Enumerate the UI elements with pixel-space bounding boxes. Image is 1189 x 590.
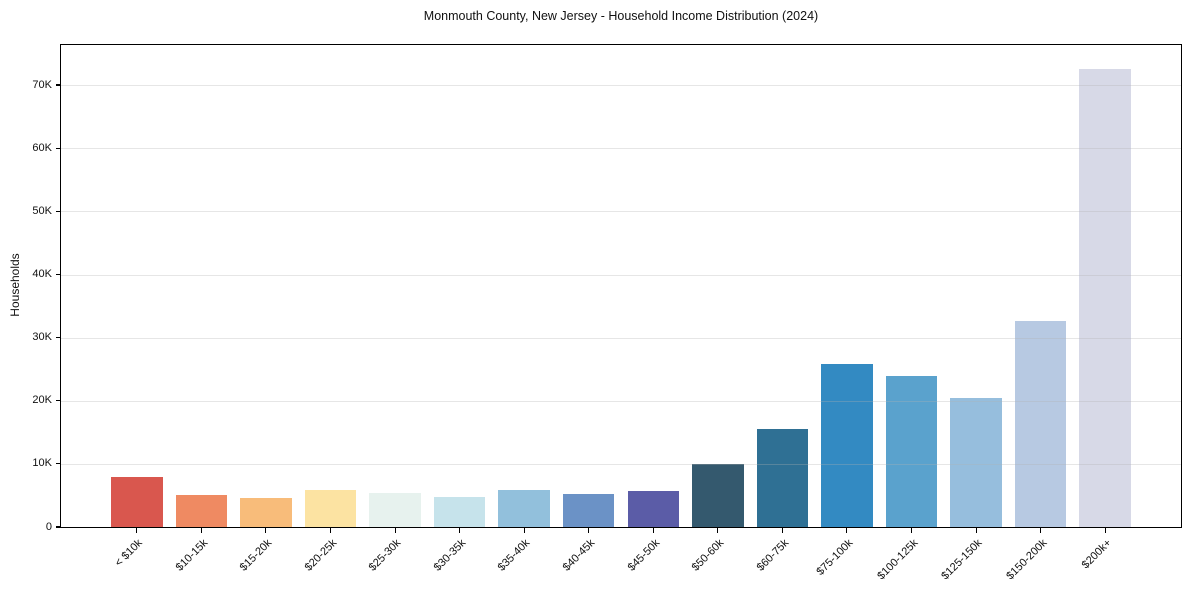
x-tick-mark bbox=[717, 528, 719, 533]
bar bbox=[175, 494, 228, 527]
bar bbox=[1014, 320, 1067, 527]
plot-area bbox=[60, 44, 1182, 528]
x-tick-label-text: $15-20k bbox=[237, 537, 275, 574]
x-tick-mark bbox=[910, 528, 913, 533]
x-tick-mark bbox=[1104, 528, 1106, 533]
x-tick-mark bbox=[329, 528, 332, 533]
bar bbox=[950, 398, 1002, 527]
x-tick-mark bbox=[523, 528, 525, 533]
x-tick-label-text: $40-45k bbox=[560, 537, 598, 574]
x-tick-label-text: $200k+ bbox=[1079, 537, 1114, 572]
y-tick-label: 60K bbox=[32, 141, 52, 154]
x-tick-label-text: $45-50k bbox=[625, 537, 662, 574]
y-tick-mark bbox=[56, 526, 60, 528]
y-tick-mark bbox=[56, 400, 60, 402]
y-axis-label: Households bbox=[8, 253, 22, 317]
bar bbox=[111, 476, 163, 527]
y-tick-label: 70K bbox=[32, 78, 52, 91]
x-tick-label-text: $100-125k bbox=[874, 537, 920, 583]
x-tick-mark bbox=[846, 528, 848, 533]
bar bbox=[692, 463, 744, 527]
x-tick-mark bbox=[652, 528, 654, 533]
x-tick-label-text: $30-35k bbox=[431, 537, 469, 574]
x-tick-label-text: $25-30k bbox=[366, 537, 404, 574]
y-tick-label: 20K bbox=[32, 394, 52, 407]
gridline bbox=[61, 463, 1181, 465]
x-tick-label-text: $10-15k bbox=[173, 537, 210, 574]
x-tick-mark bbox=[200, 528, 202, 533]
gridline bbox=[61, 148, 1181, 150]
x-tick-mark bbox=[588, 528, 590, 533]
x-tick-mark bbox=[136, 528, 138, 533]
bar bbox=[369, 492, 421, 527]
gridline bbox=[61, 211, 1181, 213]
x-tick-label-text: $125-150k bbox=[939, 537, 985, 583]
y-tick-label: 30K bbox=[32, 331, 52, 344]
y-tick-mark bbox=[56, 84, 60, 86]
chart-title: Monmouth County, New Jersey - Household … bbox=[423, 9, 819, 23]
y-tick-mark bbox=[56, 337, 60, 339]
gridline bbox=[61, 400, 1181, 402]
bar bbox=[627, 491, 680, 527]
x-tick-mark bbox=[459, 528, 461, 533]
y-tick-mark bbox=[56, 147, 60, 149]
bar bbox=[562, 493, 615, 527]
x-tick-label-text: $150-200k bbox=[1003, 537, 1050, 583]
gridline bbox=[61, 337, 1181, 339]
y-tick-mark bbox=[56, 463, 60, 465]
y-tick-label: 0 bbox=[45, 520, 52, 533]
x-tick-label-text: $50-60k bbox=[689, 537, 727, 574]
y-tick-mark bbox=[56, 273, 60, 276]
y-tick-label: 10K bbox=[32, 457, 52, 470]
x-tick-label-text: $20-25k bbox=[302, 537, 339, 574]
bar bbox=[756, 428, 809, 527]
bar bbox=[240, 498, 292, 527]
bar bbox=[498, 490, 550, 527]
bar bbox=[433, 496, 486, 527]
x-tick-label-text: $60-75k bbox=[754, 537, 791, 574]
x-tick-label-text: $35-40k bbox=[496, 537, 533, 574]
bar bbox=[821, 364, 873, 527]
gridline bbox=[61, 274, 1181, 276]
bar bbox=[885, 376, 938, 527]
bar bbox=[304, 490, 357, 527]
bar bbox=[1079, 68, 1131, 527]
x-tick-label-text: < $10k bbox=[113, 537, 146, 570]
y-tick-label: 50K bbox=[32, 204, 52, 217]
gridline bbox=[61, 85, 1181, 86]
y-tick-label: 40K bbox=[32, 268, 52, 280]
x-tick-label-text: $75-100k bbox=[814, 537, 856, 578]
x-tick-mark bbox=[975, 528, 977, 533]
x-tick-mark bbox=[1040, 528, 1042, 533]
y-tick-mark bbox=[56, 210, 60, 212]
x-tick-mark bbox=[394, 528, 396, 533]
x-tick-mark bbox=[265, 528, 267, 533]
x-tick-mark bbox=[781, 528, 783, 533]
